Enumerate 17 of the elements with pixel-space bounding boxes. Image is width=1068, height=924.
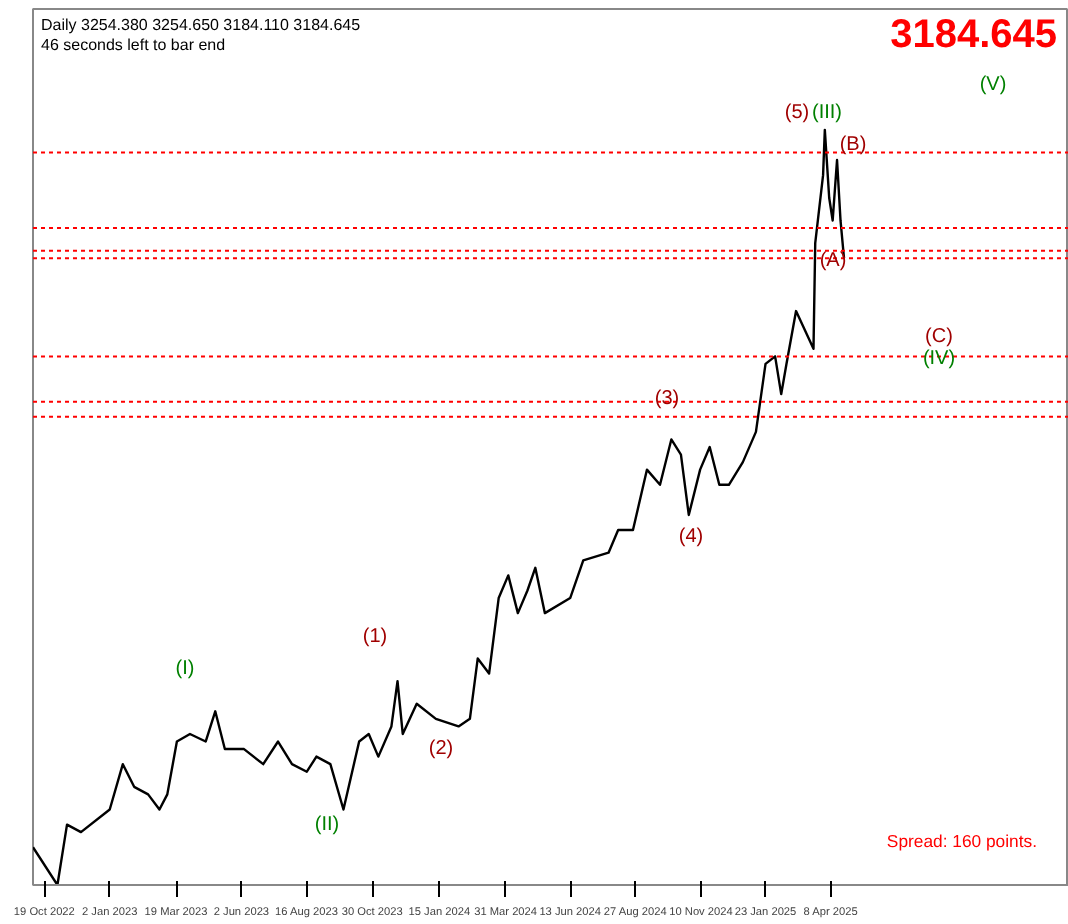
annotation: Spread: 160 points. bbox=[886, 831, 1038, 851]
annotation: (C) bbox=[925, 326, 953, 348]
annotation: (B) bbox=[839, 134, 867, 156]
text: (III) bbox=[812, 102, 842, 124]
text: (5) bbox=[784, 102, 810, 124]
annotation: (IV) bbox=[922, 348, 956, 370]
annotation: (II) bbox=[314, 814, 340, 836]
annotation: (4) bbox=[678, 526, 704, 548]
text: Daily 3254.380 3254.650 3184.110 3184.645 bbox=[41, 16, 362, 34]
text: (V) bbox=[979, 74, 1007, 96]
annotation: (A) bbox=[819, 250, 847, 272]
annotation: (3) bbox=[654, 388, 680, 410]
annotation: (2) bbox=[428, 738, 454, 760]
text: 3184.645 bbox=[890, 13, 1058, 57]
annotation: (1) bbox=[362, 626, 388, 648]
text: 46 seconds left to bar end bbox=[41, 36, 226, 54]
annotation: (I) bbox=[175, 658, 195, 680]
